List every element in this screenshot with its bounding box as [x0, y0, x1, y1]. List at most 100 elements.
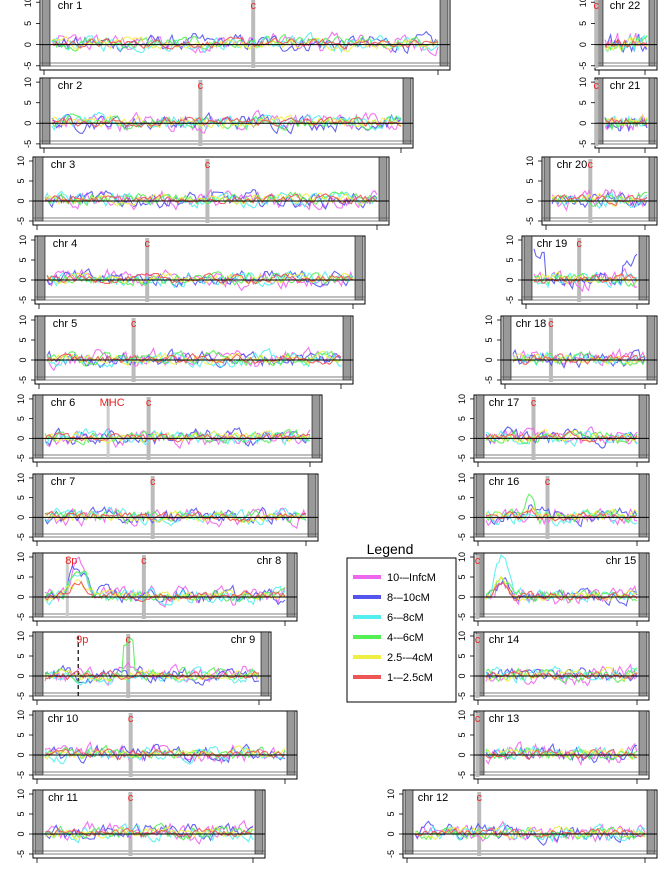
- centromere-bar: [146, 397, 151, 460]
- chromosome-panel: c chr 11 10 5 0 -5: [16, 789, 266, 863]
- centromere-bar: [577, 238, 582, 302]
- y-tick-label: -5: [16, 454, 26, 462]
- lod-series-line: [46, 270, 354, 289]
- centromere-bar: [128, 792, 133, 856]
- y-tick-label: 0: [457, 673, 467, 678]
- legend-entry-label: 1-–2.5cM: [387, 672, 433, 684]
- chromosome-label: chr 12: [418, 792, 449, 804]
- y-tick-label: 10: [386, 789, 396, 799]
- y-tick-label: 5: [505, 257, 515, 262]
- right-end-bar: [638, 710, 648, 776]
- y-tick-label: 5: [18, 337, 28, 342]
- chromosome-panel: c chr 14 10 5 0 -5: [457, 631, 650, 705]
- left-end-bar: [41, 77, 51, 145]
- plot-box: [34, 315, 354, 385]
- right-end-bar: [648, 0, 656, 67]
- left-end-bar: [34, 394, 44, 459]
- centromere-bar: [594, 80, 599, 146]
- centromere-bar: [126, 634, 131, 698]
- right-end-bar: [648, 156, 656, 222]
- y-tick-label: -5: [16, 217, 26, 225]
- plot-box: [39, 77, 414, 149]
- y-tick-label: 10: [505, 235, 515, 245]
- legend-entry-label: 6-–8cM: [387, 612, 424, 624]
- chromosome-panel: c chr 21 10 5 0 -5: [578, 77, 658, 153]
- y-tick-label: 0: [457, 515, 467, 520]
- lod-series-line: [51, 113, 402, 131]
- plot-box: [594, 0, 658, 71]
- y-tick-label: 0: [525, 198, 535, 203]
- centromere-bar: [475, 634, 480, 698]
- left-end-bar: [34, 710, 44, 776]
- centromere-label: c: [128, 713, 134, 725]
- centromere-label: c: [250, 0, 256, 12]
- centromere-label: c: [545, 476, 551, 488]
- y-tick-label: 10: [18, 315, 28, 325]
- centromere-bar: [131, 318, 136, 382]
- legend-entry-label: 2.5-–4cM: [387, 652, 433, 664]
- y-tick-label: 0: [578, 121, 588, 126]
- left-end-bar: [34, 789, 44, 855]
- lod-series-line: [485, 493, 638, 526]
- centromere-bar: [150, 476, 155, 539]
- chromosome-label: chr 5: [53, 318, 77, 330]
- y-tick-label: -5: [18, 376, 28, 384]
- chromosome-label: chr 17: [489, 397, 520, 409]
- left-end-bar: [475, 473, 485, 538]
- centromere-bar: [141, 555, 146, 619]
- lod-series-line: [44, 432, 311, 443]
- y-tick-label: 0: [23, 42, 33, 47]
- centromere-label: c: [576, 238, 582, 250]
- y-tick-label: 10: [457, 710, 467, 720]
- chromosome-label: chr 19: [537, 238, 568, 250]
- y-tick-label: -5: [16, 850, 26, 858]
- lod-series-line: [512, 351, 646, 367]
- chromosome-panel: c MHC chr 6 10 5 0 -5: [16, 394, 323, 467]
- plot-box: [32, 473, 319, 542]
- y-tick-label: 10: [484, 315, 494, 325]
- left-end-bar: [34, 552, 44, 618]
- right-end-bar: [402, 77, 412, 145]
- centromere-bar: [477, 792, 482, 856]
- legend-entry-label: 4-–6cM: [387, 632, 424, 644]
- lod-series-line: [485, 748, 638, 761]
- y-tick-label: 0: [16, 436, 26, 441]
- y-tick-label: -5: [23, 62, 33, 70]
- plot-box: [34, 235, 366, 305]
- y-tick-label: 10: [457, 631, 467, 641]
- right-end-bar: [646, 789, 656, 855]
- y-tick-label: 5: [23, 21, 33, 26]
- y-tick-label: 0: [18, 277, 28, 282]
- chromosome-panel: c chr 1 10 5 0 -5: [23, 0, 451, 75]
- chromosome-label: chr 2: [58, 80, 82, 92]
- chromosome-label: chr 16: [489, 476, 520, 488]
- right-end-bar: [311, 394, 321, 459]
- chromosome-label: chr 13: [489, 713, 520, 725]
- y-tick-label: 5: [457, 732, 467, 737]
- centromere-label: c: [131, 318, 137, 330]
- y-tick-label: -5: [457, 771, 467, 779]
- y-tick-label: -5: [16, 771, 26, 779]
- y-tick-label: 5: [457, 653, 467, 658]
- chromosome-label: chr 7: [51, 476, 75, 488]
- lod-series-line: [44, 193, 378, 205]
- chromosome-label: chr 8: [257, 555, 281, 567]
- y-tick-label: 10: [457, 552, 467, 562]
- centromere-bar: [128, 713, 133, 777]
- y-tick-label: 0: [23, 121, 33, 126]
- chromosome-panel: c chr 15 10 5 0 -5: [457, 552, 650, 626]
- lod-series-line: [604, 114, 648, 127]
- chromosome-panel: c chr 16 10 5 0 -5: [457, 473, 650, 546]
- centromere-label: c: [588, 159, 594, 171]
- chromosome-label: chr 6: [51, 397, 75, 409]
- y-tick-label: 5: [578, 21, 588, 26]
- y-tick-label: -5: [23, 140, 33, 148]
- lod-series-line: [44, 427, 311, 446]
- y-tick-label: 0: [457, 752, 467, 757]
- legend: Legend 10-–InfcM 8-–10cM 6-–8cM 4-–6cM 2.5-–…: [346, 541, 457, 703]
- y-tick-label: -5: [16, 692, 26, 700]
- centromere-bar: [251, 0, 256, 68]
- left-end-bar: [36, 315, 46, 381]
